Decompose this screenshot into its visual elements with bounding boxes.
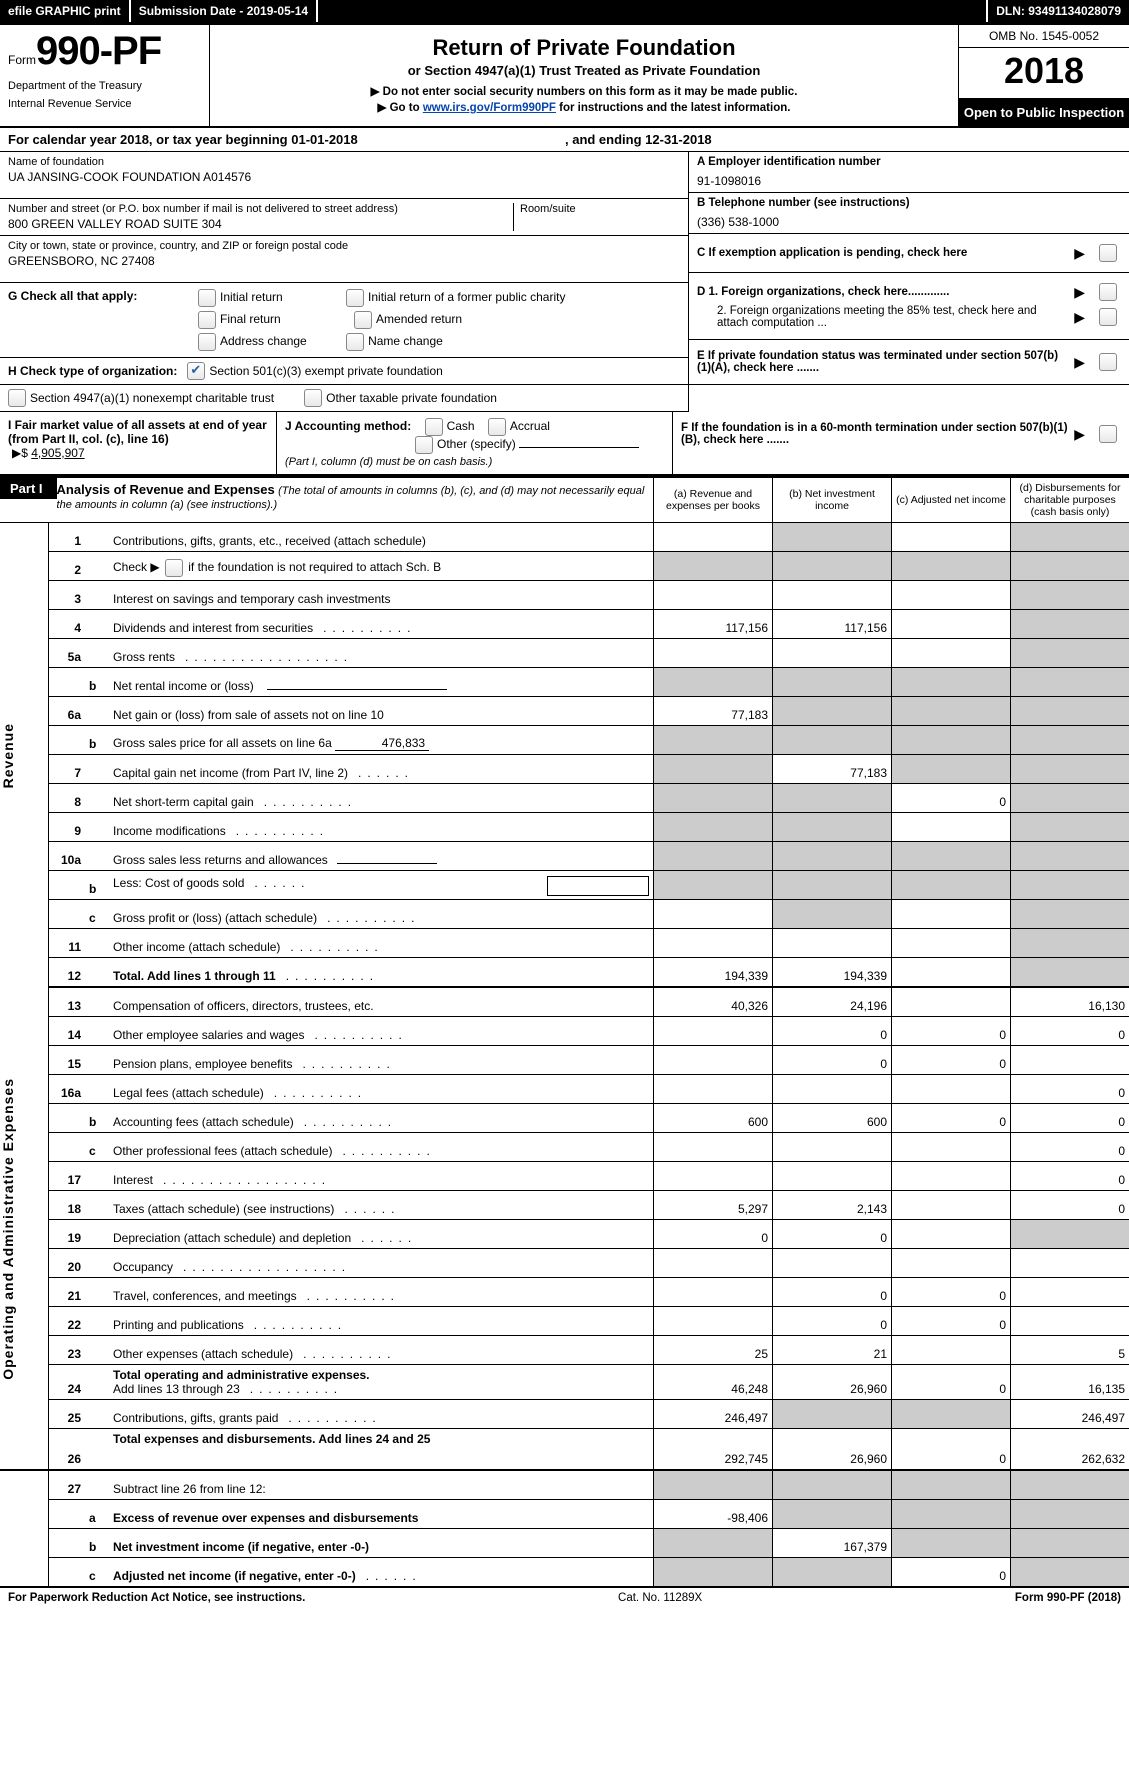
- calendar-year-row: For calendar year 2018, or tax year begi…: [0, 128, 1129, 152]
- city-label: City or town, state or province, country…: [8, 240, 680, 252]
- form-prefix: Form: [8, 53, 36, 67]
- dept-irs: Internal Revenue Service: [8, 98, 203, 110]
- chk-cash[interactable]: [425, 418, 443, 436]
- dln-label: DLN: 93491134028079: [988, 0, 1129, 22]
- submission-date: Submission Date - 2019-05-14: [131, 0, 318, 22]
- part1-label: Part I: [0, 478, 57, 499]
- chk-other-taxable[interactable]: [304, 389, 322, 407]
- city-value: GREENSBORO, NC 27408: [8, 254, 680, 268]
- side-revenue: Revenue: [0, 723, 16, 788]
- e-label: E If private foundation status was termi…: [697, 350, 1070, 374]
- side-expenses: Operating and Administrative Expenses: [0, 1078, 16, 1380]
- section-j: J Accounting method: Cash Accrual Other …: [276, 412, 672, 474]
- footer-cat: Cat. No. 11289X: [305, 1592, 1015, 1604]
- chk-f[interactable]: [1099, 425, 1117, 443]
- irs-link[interactable]: www.irs.gov/Form990PF: [423, 102, 556, 114]
- room-label: Room/suite: [520, 203, 680, 215]
- omb-number: OMB No. 1545-0052: [959, 25, 1129, 48]
- col-b: (b) Net investment income: [772, 478, 891, 522]
- name-label: Name of foundation: [8, 156, 680, 168]
- open-inspection: Open to Public Inspection: [959, 99, 1129, 126]
- chk-c[interactable]: [1099, 244, 1117, 262]
- chk-accrual[interactable]: [488, 418, 506, 436]
- form-number: 990-PF: [36, 29, 161, 73]
- val-6b: 476,833: [335, 736, 429, 751]
- dept-treasury: Department of the Treasury: [8, 80, 203, 92]
- col-a: (a) Revenue and expenses per books: [653, 478, 772, 522]
- chk-d1[interactable]: [1099, 283, 1117, 301]
- c-label: C If exemption application is pending, c…: [697, 247, 1070, 259]
- section-g: G Check all that apply: Initial return I…: [0, 283, 688, 358]
- chk-d2[interactable]: [1099, 308, 1117, 326]
- chk-sch-b[interactable]: [165, 559, 183, 577]
- chk-address-change[interactable]: [198, 333, 216, 351]
- section-i: I Fair market value of all assets at end…: [0, 412, 276, 474]
- form-warn1: ▶ Do not enter social security numbers o…: [220, 84, 948, 98]
- tel-value: (336) 538-1000: [697, 215, 1121, 229]
- chk-name-change[interactable]: [346, 333, 364, 351]
- topbar-spacer: [318, 0, 988, 22]
- part1-header: Part I Analysis of Revenue and Expenses …: [0, 476, 1129, 523]
- arrow-icon: ▶: [1074, 245, 1085, 262]
- section-h-row2: Section 4947(a)(1) nonexempt charitable …: [0, 385, 688, 412]
- tax-year: 2018: [959, 48, 1129, 99]
- col-d: (d) Disbursements for charitable purpose…: [1010, 478, 1129, 522]
- chk-amended[interactable]: [354, 311, 372, 329]
- part1-table: Revenue 1 Contributions, gifts, grants, …: [0, 523, 1129, 1587]
- chk-final-return[interactable]: [198, 311, 216, 329]
- section-f: F If the foundation is in a 60-month ter…: [672, 412, 1129, 474]
- addr-label: Number and street (or P.O. box number if…: [8, 203, 513, 215]
- ein-label: A Employer identification number: [697, 156, 1121, 168]
- chk-4947[interactable]: [8, 389, 26, 407]
- chk-501c3[interactable]: [187, 362, 205, 380]
- d2-label: 2. Foreign organizations meeting the 85%…: [697, 305, 1070, 329]
- form-warn2: ▶ Go to www.irs.gov/Form990PF for instru…: [220, 100, 948, 114]
- tel-label: B Telephone number (see instructions): [697, 197, 1121, 209]
- top-bar: efile GRAPHIC print Submission Date - 20…: [0, 0, 1129, 23]
- form-subtitle: or Section 4947(a)(1) Trust Treated as P…: [220, 63, 948, 78]
- foundation-name: UA JANSING-COOK FOUNDATION A014576: [8, 170, 680, 184]
- footer-right: Form 990-PF (2018): [1015, 1592, 1121, 1604]
- ein-value: 91-1098016: [697, 174, 1121, 188]
- chk-initial-former[interactable]: [346, 289, 364, 307]
- section-h-row1: H Check type of organization: Section 50…: [0, 358, 688, 385]
- d1-label: D 1. Foreign organizations, check here..…: [697, 286, 1070, 298]
- col-c: (c) Adjusted net income: [891, 478, 1010, 522]
- chk-e[interactable]: [1099, 353, 1117, 371]
- form-title: Return of Private Foundation: [220, 35, 948, 61]
- fmv-value: 4,905,907: [31, 446, 84, 460]
- footer-left: For Paperwork Reduction Act Notice, see …: [8, 1592, 305, 1604]
- chk-initial-return[interactable]: [198, 289, 216, 307]
- page-footer: For Paperwork Reduction Act Notice, see …: [0, 1587, 1129, 1612]
- efile-label: efile GRAPHIC print: [0, 0, 131, 22]
- addr-value: 800 GREEN VALLEY ROAD SUITE 304: [8, 217, 513, 231]
- chk-other-method[interactable]: [415, 436, 433, 454]
- form-header: Form990-PF Department of the Treasury In…: [0, 23, 1129, 128]
